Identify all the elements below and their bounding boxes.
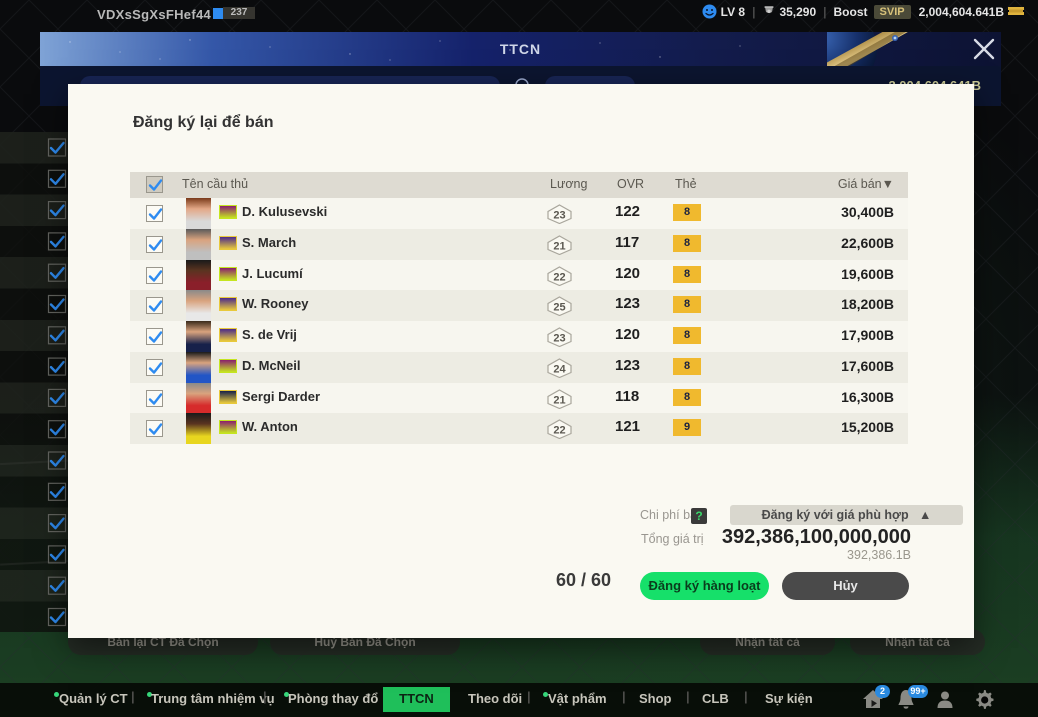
svg-text:22: 22 bbox=[553, 271, 565, 283]
svg-text:24: 24 bbox=[553, 363, 566, 375]
svg-text:25: 25 bbox=[553, 302, 565, 314]
svg-text:23: 23 bbox=[553, 333, 565, 345]
svg-text:21: 21 bbox=[553, 240, 565, 252]
svg-text:21: 21 bbox=[553, 394, 565, 406]
svg-text:22: 22 bbox=[553, 425, 565, 437]
svg-text:23: 23 bbox=[553, 210, 565, 222]
